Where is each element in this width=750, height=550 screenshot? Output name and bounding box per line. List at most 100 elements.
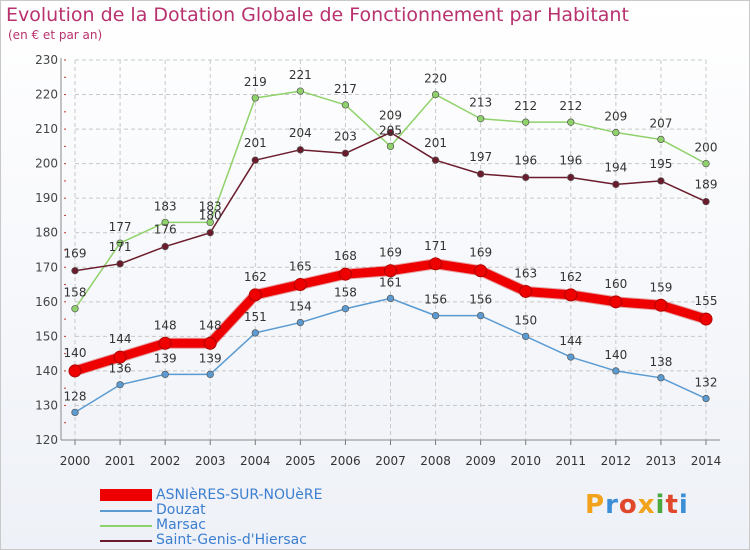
series-0-label-2008: 220 [424,72,447,86]
series-2-label-2005: 154 [289,300,312,314]
series-2-point-2011 [567,353,575,361]
legend-label-asnieres: ASNIèRES-SUR-NOUèRE [156,487,323,503]
series-2-point-2003 [206,370,214,379]
chart-subtitle: (en € et par an) [8,28,103,42]
y-tick-label-160: 160 [35,295,58,309]
series-2-point-2009 [476,311,485,320]
series-3-label-2009: 169 [469,246,492,260]
y-tick-label-210: 210 [35,122,58,136]
chart-title: Evolution de la Dotation Globale de Fonc… [6,4,629,26]
series-0-point-2008 [431,90,440,99]
logo-letter: P [585,490,606,520]
series-3-label-2000: 140 [64,346,87,360]
series-0-point-2012 [612,128,620,137]
series-2-label-2009: 156 [469,293,492,307]
series-3-label-2002: 148 [154,318,177,332]
series-1-label-2006: 203 [334,129,357,143]
series-1-point-2005 [296,146,305,154]
series-0-label-2013: 207 [649,116,672,130]
series-0-label-2004: 219 [244,75,267,89]
y-tick-label-230: 230 [35,53,58,67]
series-3-label-2013: 159 [649,280,672,294]
series-3-point-2000 [68,364,82,378]
series-0-label-2007: 205 [379,123,402,137]
y-tick-label-200: 200 [35,157,58,171]
series-0-label-2002: 183 [154,199,177,213]
series-1-point-2008 [431,156,440,164]
series-0-point-2001 [116,239,124,247]
series-0-point-2014 [702,159,710,168]
series-3-label-2014: 155 [695,294,718,308]
series-2-label-2012: 140 [604,348,627,362]
x-tick-label-2012: 2012 [601,454,632,468]
series-0-label-2003: 183 [199,199,222,213]
series-0-label-2000: 158 [64,286,87,300]
series-1-label-2011: 196 [559,153,582,167]
series-0-label-2010: 212 [514,99,537,113]
series-1-label-2008: 201 [424,136,447,150]
series-1-point-2012 [612,180,620,189]
series-3-label-2011: 162 [559,270,582,284]
series-0-label-2012: 209 [604,110,627,124]
series-0-label-2005: 221 [289,68,312,82]
x-tick-label-2013: 2013 [646,454,677,468]
x-tick-label-2009: 2009 [465,454,496,468]
y-tick-label-220: 220 [35,88,58,102]
series-3-point-2010 [519,284,533,298]
series-0-point-2013 [657,135,665,144]
series-layer [68,87,713,417]
series-2-label-2002: 139 [154,351,177,365]
series-2-point-2000 [71,408,79,417]
series-2-point-2007 [386,294,395,303]
series-3-label-2010: 163 [514,266,537,280]
legend-label-douzat: Douzat [156,502,206,518]
legend-swatch-marsac [100,525,152,527]
series-1-label-2013: 195 [649,157,672,171]
series-3-point-2003 [203,336,217,350]
x-tick-label-2004: 2004 [240,454,271,468]
series-0-label-2014: 200 [695,141,718,155]
x-tick-label-2010: 2010 [510,454,541,468]
logo-letter: i [655,490,666,520]
proxiti-logo: Proxiti [585,490,689,520]
series-3-label-2012: 160 [604,277,627,291]
series-0-label-2001: 177 [109,220,132,234]
series-1-label-2012: 194 [604,160,627,174]
series-1-label-2001: 171 [109,240,132,254]
legend-swatch-saint-genis [100,540,152,542]
series-0-label-2009: 213 [469,96,492,110]
data-label-layer: 158 177 183 183 219 221 217 205 220 213 212 212 209 2… [64,68,718,403]
series-3-point-2002 [158,336,172,350]
series-1-point-2010 [522,173,530,182]
series-0-point-2002 [161,218,169,227]
series-3-label-2003: 148 [199,318,222,332]
series-0-point-2004 [251,94,259,102]
series-2-label-2000: 128 [64,389,87,403]
series-1-point-2000 [71,267,79,275]
series-2-point-2014 [702,394,710,403]
series-3-point-2007 [384,264,397,278]
series-2-label-2003: 139 [199,351,222,365]
series-3-point-2006 [338,267,352,281]
series-3-label-2004: 162 [244,270,267,284]
series-0-point-2006 [341,101,350,109]
series-2-label-2001: 136 [109,362,132,376]
series-3-point-2004 [248,288,262,302]
series-2-point-2010 [522,332,530,341]
y-tick-label-190: 190 [35,191,58,205]
series-1-label-2003: 180 [199,209,222,223]
series-2-point-2006 [341,305,350,313]
y-tick-label-140: 140 [35,364,58,378]
series-3-point-2009 [474,264,488,278]
logo-letter: r [605,490,619,520]
series-3-label-2001: 144 [109,332,132,346]
series-1-label-2009: 197 [469,150,492,164]
axis-layer: 120 130 140 150 160 170 180 190 200 210 220 230 2000… [35,53,721,468]
series-3-point-2014 [699,312,713,326]
series-2-label-2014: 132 [695,376,718,390]
series-1-point-2009 [476,170,485,178]
x-tick-label-2002: 2002 [150,454,181,468]
x-tick-label-2003: 2003 [195,454,226,468]
series-1-point-2001 [116,260,124,268]
series-3-point-2005 [293,278,307,292]
